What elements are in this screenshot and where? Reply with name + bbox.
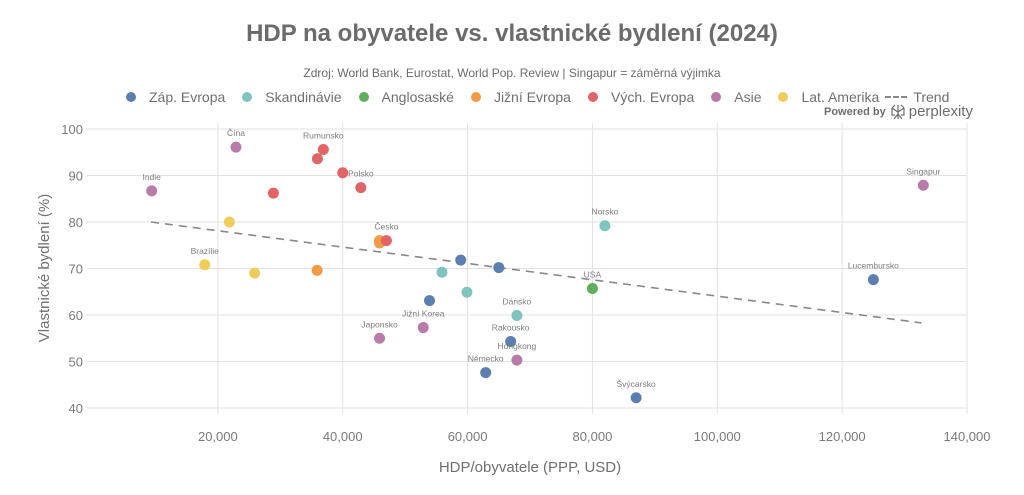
- data-point-label: Švýcarsko: [617, 379, 656, 389]
- data-point[interactable]: [630, 392, 642, 404]
- x-tick-label: 40,000: [323, 429, 363, 444]
- x-tick-label: 20,000: [198, 429, 238, 444]
- data-point[interactable]: [461, 286, 473, 298]
- data-point-label: Čína: [227, 128, 245, 138]
- data-point-label: Rakousko: [492, 323, 530, 333]
- data-point-label: Rumunsko: [303, 130, 344, 140]
- data-point[interactable]: [355, 182, 367, 194]
- data-point[interactable]: [267, 187, 279, 199]
- data-point[interactable]: [867, 274, 879, 286]
- data-point[interactable]: [493, 262, 505, 274]
- data-point[interactable]: [455, 254, 467, 266]
- data-point[interactable]: [917, 179, 929, 191]
- data-point[interactable]: [199, 259, 211, 271]
- data-point-label: Polsko: [348, 169, 374, 179]
- legend-marker-icon: [470, 92, 481, 102]
- legend: Záp. Evropa Skandinávie Anglosaské Jižní…: [126, 89, 966, 105]
- legend-item-anglosaske[interactable]: Anglosaské: [358, 89, 454, 105]
- data-point-label: Německo: [468, 354, 504, 364]
- data-point[interactable]: [337, 167, 349, 179]
- x-tick-label: 140,000: [944, 429, 991, 444]
- legend-item-jizni-evropa[interactable]: Jižní Evropa: [470, 89, 571, 105]
- y-axis-title: Vlastnické bydlení (%): [36, 194, 53, 342]
- legend-item-skandinavie[interactable]: Skandinávie: [242, 89, 342, 105]
- y-axis-ticks: 40 50 60 70 80 90 100: [61, 122, 83, 416]
- legend-label: Anglosaské: [381, 89, 454, 105]
- dashed-line-icon: [885, 96, 908, 98]
- data-point-label: Singapur: [906, 166, 940, 176]
- data-point[interactable]: [480, 367, 492, 379]
- legend-label: Asie: [734, 89, 762, 105]
- legend-label: Skandinávie: [265, 89, 342, 105]
- chart-title: HDP na obyvatele vs. vlastnické bydlení …: [246, 20, 778, 47]
- data-point-label: Japonsko: [361, 319, 398, 329]
- x-tick-label: 120,000: [819, 429, 866, 444]
- legend-item-asie[interactable]: Asie: [711, 89, 761, 105]
- legend-label: Záp. Evropa: [149, 89, 226, 105]
- perplexity-logo-icon: [891, 104, 905, 119]
- trend-line: [150, 221, 922, 324]
- powered-by-text: Powered by: [824, 105, 886, 118]
- data-point[interactable]: [146, 185, 158, 197]
- data-point-label: Jižní Korea: [402, 309, 445, 319]
- data-point-label: Hongkong: [498, 341, 537, 351]
- grid-lines: [87, 123, 968, 414]
- y-tick-label: 40: [69, 401, 83, 416]
- legend-item-zap-evropa[interactable]: Záp. Evropa: [126, 89, 225, 105]
- data-point-label: Lucembursko: [848, 261, 899, 271]
- legend-item-vych-evropa[interactable]: Vých. Evropa: [587, 89, 695, 105]
- data-point[interactable]: [511, 354, 523, 366]
- x-tick-label: 80,000: [573, 429, 613, 444]
- data-point-label: Česko: [374, 222, 398, 232]
- legend-label: Lat. Amerika: [801, 89, 880, 105]
- legend-marker-icon: [587, 92, 598, 102]
- chart-subtitle: Zdroj: World Bank, Eurostat, World Pop. …: [303, 66, 721, 80]
- data-point[interactable]: [380, 235, 392, 247]
- legend-marker-icon: [358, 92, 369, 102]
- data-point-label: USA: [584, 269, 602, 279]
- y-tick-label: 90: [69, 169, 83, 184]
- legend-marker-icon: [242, 92, 253, 102]
- data-point[interactable]: [311, 264, 323, 276]
- data-point[interactable]: [223, 216, 235, 228]
- data-point-label: Norsko: [591, 207, 618, 217]
- data-point[interactable]: [317, 143, 329, 155]
- x-tick-label: 100,000: [694, 429, 741, 444]
- data-point[interactable]: [230, 141, 242, 153]
- legend-label: Vých. Evropa: [610, 89, 695, 105]
- brand-name: perplexity: [908, 103, 973, 120]
- data-point-label: Dánsko: [502, 296, 531, 306]
- data-point-label: Brazílie: [191, 246, 220, 256]
- data-point-label: Indie: [142, 172, 161, 182]
- x-axis-ticks: 20,000 40,000 60,000 80,000 100,000 120,000 14…: [198, 429, 991, 444]
- data-point[interactable]: [423, 295, 435, 307]
- y-tick-label: 70: [69, 262, 83, 277]
- data-point[interactable]: [505, 336, 517, 348]
- x-axis-title: HDP/obyvatele (PPP, USD): [439, 459, 621, 476]
- x-tick-label: 60,000: [448, 429, 488, 444]
- data-points: [146, 141, 929, 404]
- legend-item-trend[interactable]: Trend: [885, 89, 949, 105]
- data-point[interactable]: [511, 309, 523, 321]
- legend-marker-icon: [126, 92, 136, 102]
- data-point[interactable]: [311, 153, 323, 165]
- data-point[interactable]: [417, 322, 429, 334]
- data-point[interactable]: [374, 332, 386, 344]
- legend-marker-icon: [778, 92, 789, 102]
- y-tick-label: 80: [69, 215, 83, 230]
- powered-by-badge: Powered by perplexity: [824, 103, 973, 120]
- legend-item-lat-amerika[interactable]: Lat. Amerika: [778, 89, 879, 105]
- data-point[interactable]: [436, 266, 448, 278]
- y-tick-label: 100: [61, 122, 83, 137]
- y-tick-label: 50: [69, 355, 83, 370]
- data-point[interactable]: [599, 220, 611, 232]
- legend-label: Trend: [913, 89, 950, 105]
- y-tick-label: 60: [69, 308, 83, 323]
- point-labels: Rakousko Německo Švýcarsko Lucembursko Norsk…: [142, 128, 940, 389]
- data-point[interactable]: [586, 282, 598, 294]
- legend-marker-icon: [711, 92, 722, 102]
- legend-label: Jižní Evropa: [493, 89, 571, 105]
- data-point[interactable]: [249, 267, 261, 279]
